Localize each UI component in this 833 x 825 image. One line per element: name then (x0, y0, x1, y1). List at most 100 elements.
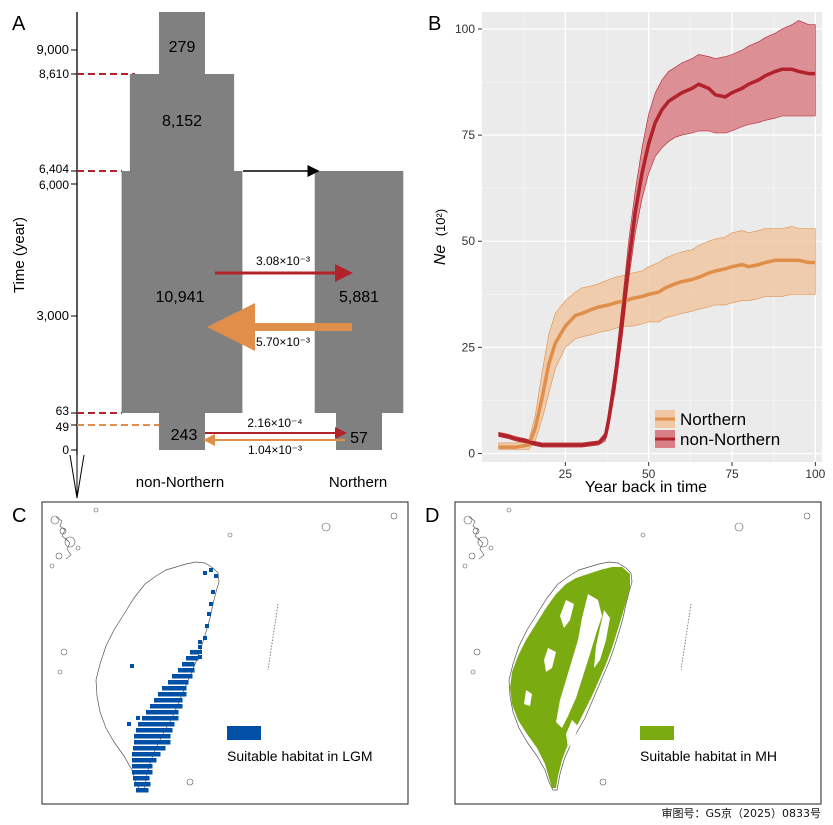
c-habitat-cell (144, 770, 149, 775)
islet (321, 522, 331, 532)
c-habitat-cell (136, 728, 141, 733)
islet (640, 532, 646, 538)
c-habitat-cell (148, 764, 153, 769)
a-time-axis-arrow (69, 454, 85, 499)
b-ytick-label: 50 (462, 234, 476, 248)
c-habitat-cell (152, 752, 157, 757)
c-habitat-cell (138, 734, 143, 739)
c-habitat-cell (198, 645, 202, 649)
c-habitat-cell (140, 764, 145, 769)
c-habitat-cell (170, 698, 175, 703)
b-ylabel-main: Ne (432, 245, 449, 266)
a-population-size: 10,941 (156, 289, 205, 306)
a-migration-rate: 5.70×10⁻³ (256, 335, 310, 349)
c-habitat-cell (160, 728, 165, 733)
c-habitat-cell (150, 734, 155, 739)
c-habitat-cell (158, 692, 163, 697)
c-habitat-cell (146, 710, 151, 715)
c-habitat-cell (136, 764, 141, 769)
c-habitat-cell (162, 686, 167, 691)
c-habitat-cell (145, 776, 150, 781)
a-population-size: 57 (350, 430, 368, 447)
c-habitat-cell (158, 722, 163, 727)
c-habitat-cell (162, 740, 167, 745)
islet (49, 563, 55, 569)
a-tick-label: 8,610 (39, 67, 69, 81)
c-habitat-cell (170, 686, 175, 691)
islet (227, 532, 233, 538)
c-habitat-cell (144, 764, 149, 769)
b-axis-layer: 25 50 75 100 0 25 50 75 100 (455, 22, 826, 481)
c-habitat-cell (156, 728, 161, 733)
islet (803, 512, 811, 520)
c-habitat-cell (133, 746, 138, 751)
b-xtick-label: 50 (642, 467, 656, 481)
c-habitat-cell (140, 788, 145, 793)
c-habitat-cell (140, 758, 145, 763)
b-series-layer (498, 20, 816, 450)
c-habitat-cell (154, 698, 159, 703)
c-habitat-cell (132, 764, 137, 769)
a-migration-rate: 3.08×10⁻³ (256, 254, 310, 268)
b-line-northern (498, 258, 816, 449)
c-habitat-cell (182, 686, 187, 691)
panel-letter-c: C (12, 505, 26, 527)
map-review-number: 审图号：GS京（2025）0833号 (661, 807, 822, 820)
b-legend-label: non-Northern (680, 430, 780, 449)
b-ytick-label: 100 (455, 22, 475, 36)
panel-c: C Suitable habitat in LGM (12, 501, 409, 805)
b-ylabel-unit: (10²) (433, 209, 448, 236)
c-habitat-cell (174, 704, 179, 709)
islet (64, 536, 76, 548)
d-small-islands (462, 507, 811, 786)
c-habitat-cell (166, 692, 171, 697)
c-habitat-cell (186, 668, 191, 673)
a-tick-label: 0 (62, 443, 69, 457)
islet (462, 563, 468, 569)
c-habitat-cell (140, 770, 145, 775)
d-unsuitable-patch (524, 690, 532, 706)
d-unsuitable-highlands (524, 594, 610, 748)
c-habitat-cell (154, 704, 159, 709)
islet (57, 669, 63, 675)
c-habitat-cell (168, 680, 173, 685)
c-habitat-cell (138, 740, 143, 745)
c-habitat-cell (180, 680, 185, 685)
coastline-fragment (64, 537, 72, 560)
d-map (462, 507, 811, 791)
b-legend-label: Northern (680, 410, 746, 429)
c-habitat-cell (161, 746, 166, 751)
c-habitat-cell (174, 686, 179, 691)
c-habitat-cell (166, 710, 171, 715)
c-habitat-cell (154, 722, 159, 727)
c-habitat-cell (158, 740, 163, 745)
b-xlabel: Year back in time (585, 479, 707, 496)
c-habitat-cell (150, 722, 155, 727)
c-habitat-cell (205, 624, 209, 628)
c-habitat-cell (170, 704, 175, 709)
c-habitat-cell (162, 722, 167, 727)
c-habitat-cell (170, 692, 175, 697)
islet (470, 669, 476, 675)
b-ytick-label: 0 (468, 447, 475, 461)
d-unsuitable-patch (594, 610, 610, 668)
c-dotted-line (267, 603, 279, 671)
c-habitat-cell (157, 746, 162, 751)
c-habitat-cell (166, 734, 171, 739)
c-habitat-cell (162, 734, 167, 739)
islet (50, 515, 60, 525)
c-habitat-cell (172, 680, 177, 685)
c-habitat-cell (148, 758, 153, 763)
coastline-fragment (55, 516, 69, 542)
c-habitat-cell (162, 710, 167, 715)
c-habitat-cell (186, 662, 191, 667)
c-habitat-cell (138, 722, 143, 727)
d-legend-label: Suitable habitat in MH (640, 748, 777, 764)
c-habitat-cell (145, 746, 150, 751)
panel-letter-d: D (425, 505, 439, 527)
c-habitat-cell (136, 716, 140, 720)
c-habitat-cell (178, 668, 183, 673)
a-population-block (314, 171, 404, 413)
c-habitat-cell (182, 668, 187, 673)
